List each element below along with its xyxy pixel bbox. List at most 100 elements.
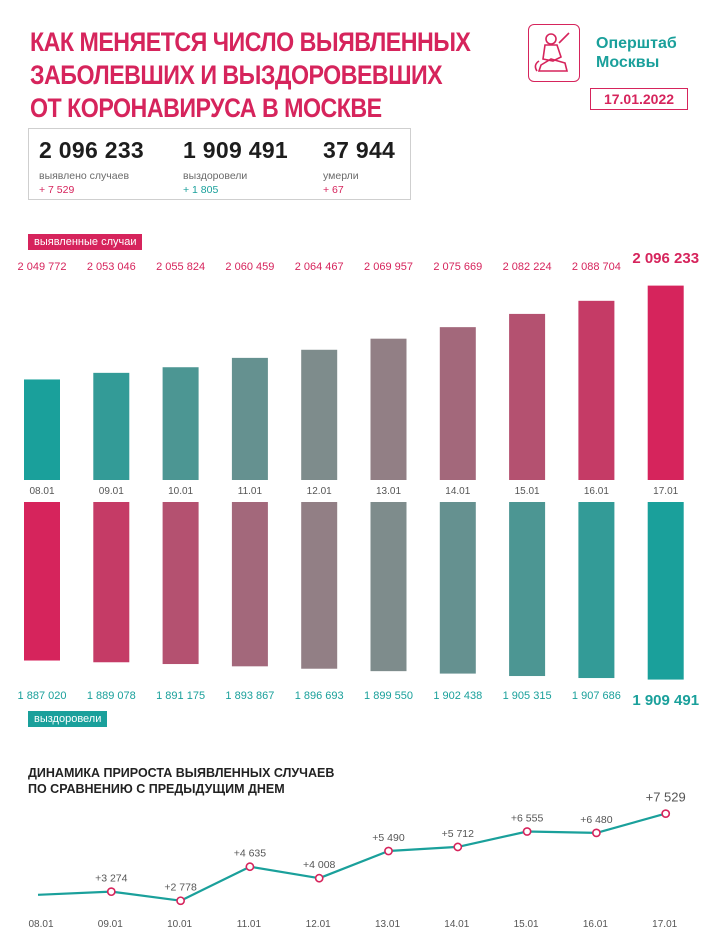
growth-value-label: +6 480 bbox=[580, 814, 613, 826]
line-category-tick-label: 15.01 bbox=[514, 919, 539, 930]
recovered-value-label: 1 899 550 bbox=[364, 690, 413, 702]
recovered-value-label: 1 896 693 bbox=[295, 690, 344, 702]
growth-point bbox=[522, 827, 532, 836]
org-name-line-2: Москвы bbox=[596, 54, 660, 71]
deaths-delta: + 67 bbox=[323, 184, 344, 196]
line-category-tick-label: 14.01 bbox=[444, 919, 469, 930]
cases-bar bbox=[578, 300, 615, 480]
line-category-tick-label: 17.01 bbox=[652, 919, 677, 930]
recovered-value-label: 1 891 175 bbox=[156, 690, 205, 702]
line-chart: ДИНАМИКА ПРИРОСТА ВЫЯВЛЕННЫХ СЛУЧАЕВ ПО С… bbox=[28, 766, 686, 930]
growth-point bbox=[384, 846, 393, 856]
growth-point bbox=[245, 862, 255, 872]
category-tick-label: 08.01 bbox=[29, 486, 54, 497]
recovered-bar bbox=[647, 502, 684, 680]
category-tick-label: 15.01 bbox=[515, 486, 540, 497]
recovered-value-label: 1 902 438 bbox=[433, 690, 482, 702]
growth-value-label: +4 008 bbox=[303, 859, 336, 871]
recovered-value-label: 1 909 491 bbox=[632, 692, 699, 709]
growth-value-label: +3 274 bbox=[95, 873, 128, 885]
recovered-bar bbox=[231, 502, 268, 667]
category-tick-label: 17.01 bbox=[653, 486, 678, 497]
stat-cases: 2 096 233 выявлено случаев + 7 529 bbox=[39, 137, 144, 196]
recovered-total: 1 909 491 bbox=[183, 137, 289, 163]
recovered-value-label: 1 887 020 bbox=[18, 690, 67, 702]
legend-recovered-tag: выздоровели bbox=[28, 711, 108, 727]
cases-value-label: 2 053 046 bbox=[87, 261, 136, 273]
recovered-delta: + 1 805 bbox=[183, 184, 219, 196]
cases-bar bbox=[509, 313, 546, 480]
title-line-3: ОТ КОРОНАВИРУСА В МОСКВЕ bbox=[30, 93, 382, 123]
legend-cases-tag: выявленные случаи bbox=[28, 234, 143, 250]
category-tick-label: 09.01 bbox=[99, 486, 124, 497]
cases-bar bbox=[370, 338, 407, 480]
moscow-coat-of-arms-logo bbox=[528, 24, 580, 82]
line-category-tick-label: 16.01 bbox=[583, 919, 608, 930]
summary-box: 2 096 233 выявлено случаев + 7 529 1 909… bbox=[28, 128, 411, 200]
category-tick-label: 12.01 bbox=[307, 486, 332, 497]
org-name-line-1: Оперштаб bbox=[596, 35, 677, 52]
deaths-total: 37 944 bbox=[323, 137, 396, 163]
recovered-bar bbox=[509, 502, 546, 677]
growth-point bbox=[592, 828, 601, 838]
cases-value-label: 2 049 772 bbox=[18, 261, 67, 273]
line-category-tick-label: 08.01 bbox=[28, 919, 53, 930]
cases-delta: + 7 529 bbox=[39, 184, 75, 196]
cases-value-label: 2 096 233 bbox=[632, 250, 699, 267]
deaths-label: умерли bbox=[323, 170, 359, 182]
cases-bar bbox=[647, 285, 684, 480]
growth-point bbox=[661, 809, 671, 819]
growth-point bbox=[453, 842, 463, 852]
title-line-1: КАК МЕНЯЕТСЯ ЧИСЛО ВЫЯВЛЕННЫХ bbox=[30, 27, 471, 57]
recovered-value-label: 1 889 078 bbox=[87, 690, 136, 702]
recovered-bar bbox=[370, 502, 407, 672]
recovered-value-label: 1 893 867 bbox=[225, 690, 274, 702]
recovered-bar bbox=[162, 502, 199, 665]
cases-bar bbox=[24, 379, 60, 480]
growth-point bbox=[106, 887, 116, 897]
cases-bar bbox=[162, 367, 199, 480]
category-tick-label: 16.01 bbox=[584, 486, 609, 497]
st-george-icon bbox=[534, 32, 570, 72]
category-tick-label: 10.01 bbox=[168, 486, 193, 497]
category-tick-label: 11.01 bbox=[238, 486, 263, 497]
title-line-2: ЗАБОЛЕВШИХ И ВЫЗДОРОВЕВШИХ bbox=[30, 60, 443, 90]
cases-value-label: 2 088 704 bbox=[572, 261, 621, 273]
growth-value-label: +2 778 bbox=[164, 882, 197, 894]
stat-recovered: 1 909 491 выздоровели + 1 805 bbox=[183, 137, 288, 196]
page-title: КАК МЕНЯЕТСЯ ЧИСЛО ВЫЯВЛЕННЫХ ЗАБОЛЕВШИХ… bbox=[30, 26, 471, 125]
stat-deaths: 37 944 умерли + 67 bbox=[323, 137, 395, 196]
line-category-tick-label: 13.01 bbox=[375, 919, 400, 930]
recovered-bar bbox=[301, 502, 338, 669]
growth-value-label: +4 635 bbox=[234, 848, 267, 860]
growth-value-label: +7 529 bbox=[646, 790, 686, 805]
cases-value-label: 2 082 224 bbox=[503, 261, 552, 273]
recovered-label: выздоровели bbox=[183, 170, 248, 182]
cases-bar bbox=[301, 349, 338, 480]
line-chart-title-line-1: ДИНАМИКА ПРИРОСТА ВЫЯВЛЕННЫХ СЛУЧАЕВ bbox=[28, 766, 334, 780]
recovered-bar bbox=[93, 502, 130, 663]
cases-label: выявлено случаев bbox=[39, 170, 130, 182]
line-category-tick-label: 11.01 bbox=[237, 919, 262, 930]
cases-bar bbox=[439, 327, 476, 480]
growth-value-label: +5 490 bbox=[372, 832, 405, 844]
org-name: Оперштаб Москвы bbox=[596, 34, 677, 72]
recovered-value-label: 1 905 315 bbox=[503, 690, 552, 702]
cases-value-label: 2 055 824 bbox=[156, 261, 205, 273]
growth-value-label: +6 555 bbox=[511, 812, 544, 824]
cases-bar bbox=[231, 357, 268, 480]
cases-bar bbox=[93, 372, 130, 480]
growth-value-label: +5 712 bbox=[442, 828, 475, 840]
line-category-tick-label: 09.01 bbox=[98, 919, 123, 930]
recovered-bar bbox=[24, 502, 60, 661]
recovered-bar bbox=[439, 502, 476, 674]
recovered-value-label: 1 907 686 bbox=[572, 690, 621, 702]
line-category-tick-label: 10.01 bbox=[167, 919, 192, 930]
bar-charts: 2 049 772 08.01 2 053 046 09.01 2 055 824 10.… bbox=[18, 250, 700, 709]
cases-total: 2 096 233 bbox=[39, 137, 145, 163]
growth-point bbox=[314, 873, 324, 883]
cases-value-label: 2 064 467 bbox=[295, 261, 344, 273]
category-tick-label: 14.01 bbox=[445, 486, 470, 497]
recovered-bar bbox=[578, 502, 615, 679]
cases-value-label: 2 060 459 bbox=[225, 261, 274, 273]
